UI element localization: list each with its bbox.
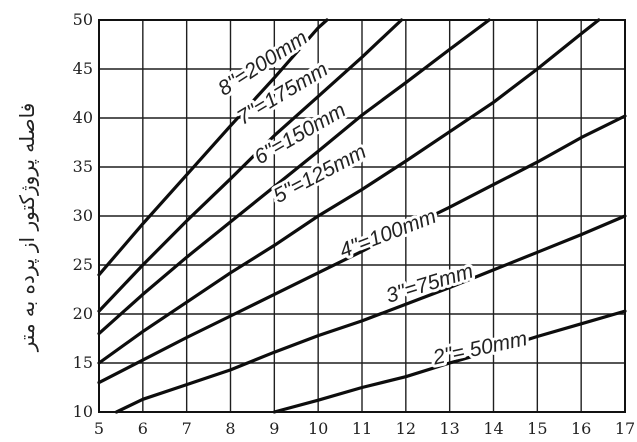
y-tick-label-4: 30 — [73, 206, 93, 225]
x-tick-label-6: 11 — [352, 419, 372, 438]
grid — [98, 19, 626, 413]
y-tick-label-1: 15 — [73, 353, 93, 372]
x-tick-label-9: 14 — [483, 419, 503, 438]
series-line-4 — [97, 114, 627, 385]
series-label-5: 3"=75mm — [383, 260, 476, 308]
x-tick-label-3: 8 — [225, 419, 235, 438]
series-line-2 — [97, 18, 491, 336]
y-tick-label-5: 35 — [73, 157, 93, 176]
x-tick-label-12: 17 — [615, 419, 635, 438]
series-line-1 — [97, 18, 404, 313]
x-tick-label-0: 5 — [94, 419, 104, 438]
x-tick-label-11: 16 — [571, 419, 591, 438]
tick-labels: 5 6 7 8 9 10 11 12 13 14 15 16 17 10 15 20 25 30 35 40 45 50 — [73, 10, 636, 438]
y-tick-label-8: 50 — [73, 10, 93, 29]
series-lines — [97, 18, 627, 414]
y-tick-label-2: 20 — [73, 304, 93, 323]
x-tick-label-7: 12 — [396, 419, 416, 438]
y-tick-label-7: 45 — [73, 59, 93, 78]
x-tick-label-2: 7 — [182, 419, 192, 438]
series-line-5 — [114, 214, 627, 414]
y-axis-label: فاصله پروژکتور از پرده به متر — [15, 103, 40, 353]
series-line-3 — [97, 18, 601, 365]
x-tick-label-1: 6 — [138, 419, 148, 438]
series-line-0 — [97, 18, 329, 277]
y-tick-label-6: 40 — [73, 108, 93, 127]
series-line-6 — [272, 309, 627, 414]
series-label-4: 4"=100mm — [336, 205, 439, 263]
y-tick-label-3: 25 — [73, 255, 93, 274]
plot-frame — [98, 19, 626, 413]
y-tick-label-0: 10 — [73, 402, 93, 421]
x-tick-label-10: 15 — [527, 419, 547, 438]
x-tick-label-4: 9 — [269, 419, 279, 438]
x-tick-label-8: 13 — [439, 419, 459, 438]
x-tick-label-5: 10 — [308, 419, 328, 438]
